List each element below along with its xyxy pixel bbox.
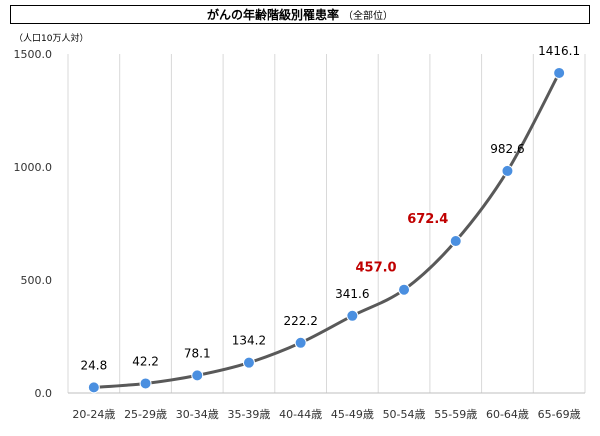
- chart-title: がんの年齢階級別罹患率: [206, 8, 339, 22]
- data-label: 222.2: [283, 314, 317, 328]
- y-tick-label: 0.0: [35, 387, 53, 400]
- x-tick-label: 45-49歳: [331, 408, 374, 421]
- data-point: [501, 164, 514, 177]
- x-tick-label: 55-59歳: [434, 408, 477, 421]
- chart-subtitle: （全部位）: [343, 11, 393, 22]
- x-tick-label: 60-64歳: [486, 408, 529, 421]
- data-point: [191, 369, 204, 382]
- x-tick-label: 35-39歳: [227, 408, 270, 421]
- data-point: [398, 283, 411, 296]
- data-label: 341.6: [335, 287, 369, 301]
- x-tick-label: 20-24歳: [72, 408, 115, 421]
- x-tick-label: 30-34歳: [176, 408, 219, 421]
- data-point: [294, 336, 307, 349]
- x-tick-label: 40-44歳: [279, 408, 322, 421]
- x-tick-label: 50-54歳: [383, 408, 426, 421]
- data-label: 42.2: [132, 354, 159, 368]
- data-label: 457.0: [355, 261, 396, 276]
- data-label: 78.1: [184, 346, 211, 360]
- y-tick-label: 500.0: [21, 274, 53, 287]
- data-label: 134.2: [232, 334, 266, 348]
- data-label: 982.6: [490, 142, 524, 156]
- data-point: [346, 309, 359, 322]
- series-line: [93, 72, 561, 389]
- chart-title-box: がんの年齢階級別罹患率 （全部位）: [10, 5, 590, 24]
- data-point: [139, 377, 152, 390]
- data-point: [553, 66, 566, 79]
- data-point: [449, 235, 462, 248]
- data-point: [242, 356, 255, 369]
- y-tick-label: 1000.0: [14, 161, 53, 174]
- data-label: 24.8: [80, 358, 107, 372]
- y-tick-label: 1500.0: [14, 48, 53, 61]
- x-tick-label: 65-69歳: [538, 408, 581, 421]
- data-label: 1416.1: [538, 44, 580, 58]
- data-label: 672.4: [407, 212, 448, 227]
- x-tick-label: 25-29歳: [124, 408, 167, 421]
- y-axis-unit-label: （人口10万人対）: [14, 34, 89, 44]
- data-point: [87, 381, 100, 394]
